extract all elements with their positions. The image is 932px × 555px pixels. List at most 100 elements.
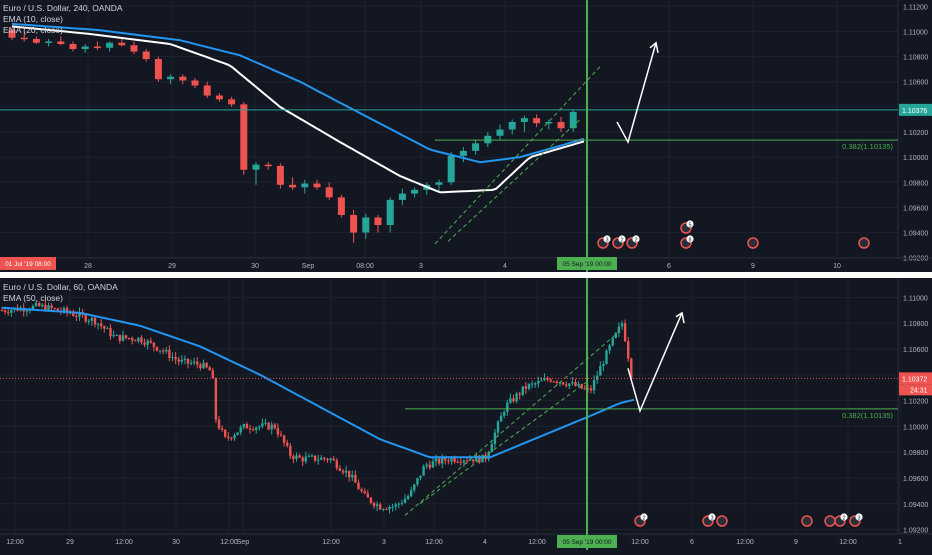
candle-body — [385, 509, 388, 511]
candle-body — [403, 498, 407, 503]
candle-body — [202, 362, 205, 369]
candle-body — [140, 337, 143, 343]
candle-body — [508, 121, 516, 130]
current-price-text: 1.10376 — [902, 108, 927, 115]
candle-body — [456, 461, 459, 463]
chart-pane-4h[interactable]: 1.112001.110001.108001.106001.104001.102… — [0, 0, 932, 272]
candle-body — [614, 332, 617, 338]
candle-body — [326, 458, 329, 461]
legend-ema50[interactable]: EMA (50, close) — [3, 293, 63, 303]
time-tick-label: 6 — [667, 263, 671, 270]
candle-body — [419, 475, 422, 479]
candle-body — [366, 493, 369, 498]
event-badge-count: 2 — [620, 237, 623, 243]
candle-body — [292, 456, 295, 459]
candle-body — [199, 364, 202, 369]
legend-1h: Euro / U.S. Dollar, 60, OANDA EMA (50, c… — [3, 282, 118, 304]
candle-body — [78, 312, 81, 317]
candle-body — [127, 337, 131, 339]
candle-body — [425, 464, 428, 467]
candle-body — [549, 379, 552, 382]
candle-body — [121, 335, 125, 341]
ema-50-line — [1, 306, 635, 459]
candle-body — [499, 415, 503, 422]
candle-body — [295, 455, 298, 459]
candle-body — [56, 308, 59, 311]
candle-body — [130, 45, 138, 52]
time-tick-label: 12:00 — [425, 539, 443, 546]
candle-body — [555, 381, 559, 383]
time-tick-label: 29 — [66, 539, 74, 546]
legend-ema20[interactable]: EMA (20, close) — [3, 25, 63, 35]
candle-body — [518, 393, 521, 395]
event-badge — [632, 235, 640, 243]
candle-body — [264, 422, 267, 424]
candle-body — [81, 46, 89, 50]
candle-body — [592, 380, 596, 391]
time-tick-label: 4 — [483, 539, 487, 546]
candle-body — [289, 445, 292, 457]
candle-body — [142, 51, 150, 60]
candle-body — [459, 461, 462, 463]
pane-divider[interactable] — [0, 272, 932, 278]
candle-body — [431, 461, 435, 468]
legend-symbol: Euro / U.S. Dollar, 60, OANDA — [3, 282, 118, 292]
event-badge — [840, 513, 848, 521]
candle-body — [450, 457, 453, 462]
candle-body — [422, 466, 425, 476]
candle-body — [289, 184, 297, 188]
cursor-time-text: 05 Sep '19 00:00 — [563, 261, 612, 268]
candle-body — [41, 304, 44, 307]
time-tick-label: Sep — [302, 263, 315, 270]
candle-body — [323, 457, 326, 459]
legend-ema10[interactable]: EMA (10, close) — [3, 14, 63, 24]
candle-body — [154, 59, 162, 80]
time-tick-label: 30 — [172, 539, 180, 546]
time-tick-label: 4 — [503, 263, 507, 270]
price-tick-label: 1.10000 — [903, 424, 928, 431]
candle-body — [62, 308, 66, 312]
event-badge-count: 3 — [710, 515, 713, 521]
price-axis — [898, 0, 932, 258]
current-price-text: 1.10372 — [902, 376, 927, 383]
event-badge-count: 3 — [605, 237, 608, 243]
candle-body — [3, 310, 7, 312]
candle-body — [96, 323, 100, 325]
candle-body — [183, 358, 187, 360]
channel-lower — [447, 119, 581, 242]
left-time-tag — [0, 257, 56, 270]
candle-body — [118, 42, 126, 46]
candle-body — [177, 359, 180, 362]
price-tick-label: 1.09200 — [903, 528, 928, 535]
candle-body — [180, 359, 183, 362]
candle-body — [391, 506, 394, 508]
candle-body — [248, 428, 252, 430]
price-tick-label: 1.09400 — [903, 502, 928, 509]
price-tick-label: 1.10000 — [903, 155, 928, 162]
event-badge-count: 8 — [688, 237, 691, 243]
ema-10-line — [11, 25, 585, 194]
candle-body — [158, 350, 162, 352]
candle-body — [261, 423, 264, 427]
candle-body — [428, 464, 431, 468]
event-badge-count: 5 — [688, 222, 691, 228]
time-tick-label: 12:00 — [6, 539, 24, 546]
candle-body — [90, 317, 94, 321]
candle-body — [215, 95, 223, 100]
candle-body — [351, 474, 354, 478]
candle-body — [106, 327, 109, 329]
candle-body — [394, 504, 397, 507]
candle-body — [561, 382, 565, 385]
candle-body — [413, 484, 416, 491]
candle-body — [25, 310, 28, 312]
price-tick-label: 1.11000 — [903, 29, 928, 36]
candle-body — [374, 217, 382, 226]
candle-body — [493, 432, 497, 445]
candle-body — [7, 311, 10, 313]
candle-body — [240, 104, 248, 170]
chart-canvas-1h[interactable]: 1.110001.108001.106001.104001.102001.100… — [0, 278, 932, 550]
chart-pane-1h[interactable]: 1.110001.108001.106001.104001.102001.100… — [0, 278, 932, 550]
countdown-tag — [899, 384, 932, 396]
chart-canvas-4h[interactable]: 1.112001.110001.108001.106001.104001.102… — [0, 0, 932, 272]
candle-body — [44, 304, 47, 311]
